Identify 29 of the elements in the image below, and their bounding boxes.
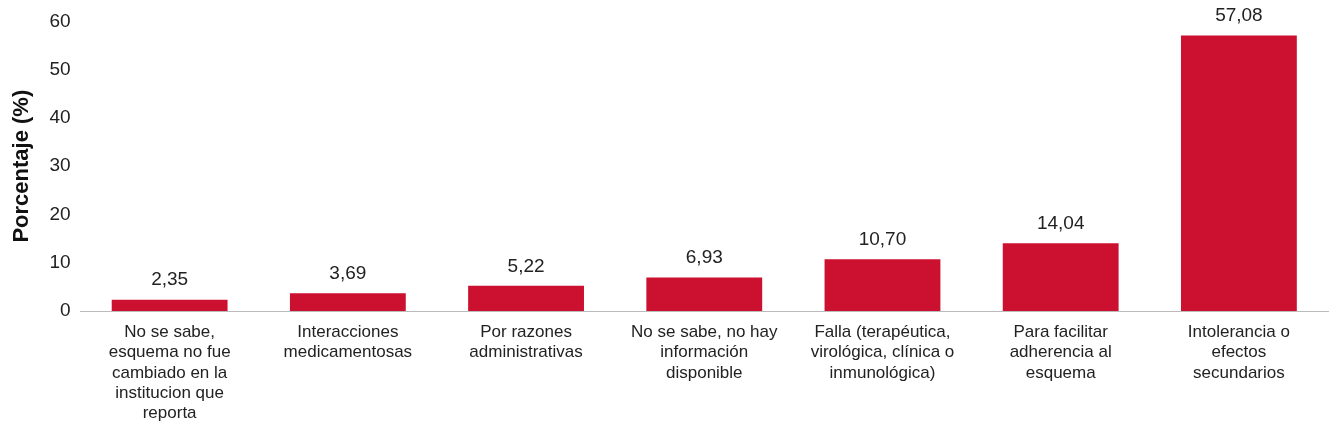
x-tick-label: Interacciones medicamentosas: [283, 321, 413, 362]
y-tick-label: 60: [49, 9, 71, 31]
y-tick-label: 20: [49, 202, 71, 224]
y-tick-label: 50: [49, 57, 71, 79]
data-label: 6,93: [685, 246, 723, 268]
y-tick-label: 30: [49, 154, 71, 176]
x-tick-label: No se sabe, no hay información disponible: [631, 321, 779, 382]
x-tick-label: Por razones administrativas: [469, 321, 583, 362]
y-tick-label: 10: [49, 250, 71, 272]
y-axis-title: Porcentaje (%): [8, 89, 34, 243]
x-tick-label: Falla (terapéutica, virológica, clínica o inmunológica): [810, 321, 955, 382]
bar: [824, 259, 941, 311]
data-label: 2,35: [151, 268, 189, 290]
data-label: 14,04: [1036, 211, 1085, 233]
x-tick-label: No se sabe, esquema no fue cambiado en la institucion que reporta: [108, 321, 231, 423]
data-label: 57,08: [1215, 4, 1263, 26]
x-tick-label: Intolerancia o efectos secundarios: [1187, 321, 1290, 382]
data-label: 3,69: [329, 261, 367, 283]
y-tick-label: 0: [59, 299, 71, 321]
bar: [1002, 243, 1119, 311]
x-tick-label: Para facilitar adherencia al esquema: [1009, 321, 1112, 382]
data-label: 10,70: [858, 228, 907, 250]
bar: [111, 299, 228, 311]
y-tick-label: 40: [49, 106, 71, 128]
bar: [289, 293, 406, 311]
bar: [468, 285, 584, 311]
bar: [1180, 35, 1297, 311]
data-label: 5,22: [507, 254, 545, 276]
bar: [646, 277, 763, 311]
